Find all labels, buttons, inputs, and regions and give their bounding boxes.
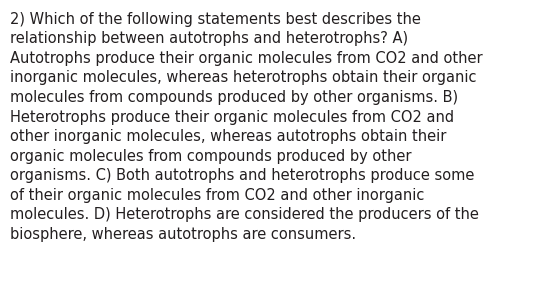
Text: 2) Which of the following statements best describes the
relationship between aut: 2) Which of the following statements bes… xyxy=(10,12,483,242)
